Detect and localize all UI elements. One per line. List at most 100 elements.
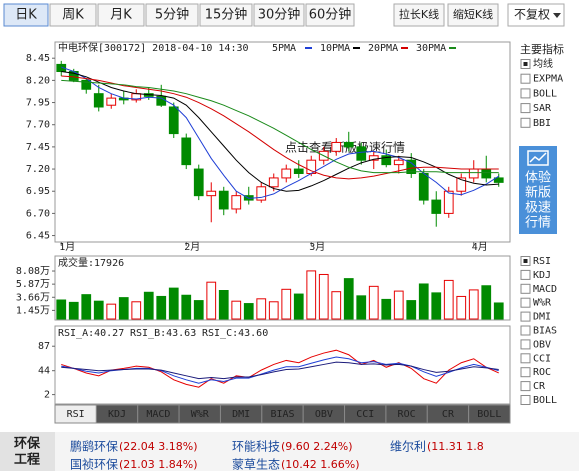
- period-button[interactable]: [305, 3, 355, 27]
- sector-label-bg: [0, 432, 55, 471]
- option-label[interactable]: CCI: [533, 353, 551, 364]
- option-box[interactable]: [520, 73, 531, 84]
- tab-label[interactable]: RSI: [67, 409, 85, 420]
- option-label[interactable]: KDJ: [533, 270, 551, 281]
- option-box[interactable]: [520, 269, 531, 280]
- volume-bar: [318, 273, 329, 320]
- action-button[interactable]: [447, 3, 499, 27]
- indicator-tab[interactable]: [468, 404, 511, 424]
- stock-name[interactable]: 蒙草生态: [232, 458, 280, 471]
- period-label[interactable]: 15分钟: [205, 7, 248, 23]
- action-button[interactable]: [393, 3, 445, 27]
- option-label[interactable]: CR: [533, 381, 546, 392]
- period-label[interactable]: 日K: [15, 8, 37, 23]
- y-tick-label: 7.45: [26, 142, 50, 153]
- period-button[interactable]: [145, 3, 199, 27]
- option-box[interactable]: [520, 367, 531, 378]
- option-box[interactable]: [520, 381, 531, 392]
- promo-text[interactable]: 体验: [525, 170, 551, 186]
- stock-name[interactable]: 国祯环保: [70, 458, 118, 471]
- y-tick-label: 5.87万: [16, 279, 50, 290]
- promo-box[interactable]: [519, 146, 557, 234]
- volume-bar: [56, 299, 67, 320]
- option-box[interactable]: [520, 311, 531, 322]
- option-label[interactable]: W%R: [533, 298, 552, 309]
- option-box[interactable]: [520, 88, 531, 99]
- volume-bar: [306, 270, 317, 320]
- tab-label[interactable]: BIAS: [270, 409, 294, 420]
- tab-label[interactable]: KDJ: [108, 409, 126, 420]
- option-box[interactable]: [520, 395, 531, 405]
- option-label[interactable]: RSI: [533, 256, 551, 267]
- tab-label[interactable]: MACD: [146, 409, 170, 420]
- period-label[interactable]: 月K: [110, 8, 132, 23]
- period-label[interactable]: 5分钟: [155, 7, 189, 23]
- option-label[interactable]: 均线: [533, 57, 553, 70]
- volume-bar: [231, 300, 242, 320]
- option-box[interactable]: [520, 353, 531, 364]
- tab-label[interactable]: ROC: [398, 409, 416, 420]
- option-label[interactable]: SAR: [533, 103, 552, 114]
- tab-label[interactable]: W%R: [191, 409, 210, 420]
- volume-bar: [218, 290, 229, 320]
- adjust-label[interactable]: 不复权: [514, 8, 550, 22]
- tab-label[interactable]: CR: [442, 409, 455, 420]
- period-label[interactable]: 60分钟: [309, 7, 352, 23]
- option-label[interactable]: OBV: [533, 339, 551, 350]
- chart-title: 中电环保[300172] 2018-04-10 14:30: [58, 41, 249, 54]
- stock-name[interactable]: 环能科技: [232, 440, 280, 454]
- promo-icon: [527, 150, 549, 166]
- stock-name[interactable]: 维尔利: [390, 439, 426, 454]
- candle-body: [368, 155, 379, 161]
- period-label[interactable]: 周K: [62, 8, 84, 23]
- option-box[interactable]: [520, 339, 531, 350]
- rsi-line: [61, 361, 499, 380]
- volume-bar: [93, 300, 104, 320]
- promo-text[interactable]: 新版: [525, 185, 551, 201]
- option-label[interactable]: MACD: [533, 284, 557, 295]
- tab-label[interactable]: CCI: [356, 409, 374, 420]
- volume-bar: [256, 298, 267, 320]
- option-label[interactable]: ROC: [533, 367, 551, 378]
- x-tick-label: 2月: [184, 241, 200, 253]
- y-tick-label: 6.45: [26, 231, 50, 242]
- candle-body: [343, 141, 354, 148]
- option-box[interactable]: [520, 297, 531, 308]
- option-label[interactable]: BBI: [533, 118, 551, 129]
- indicator-title: 主要指标: [520, 42, 564, 56]
- option-label[interactable]: EXPMA: [533, 74, 563, 85]
- option-box[interactable]: [520, 103, 531, 114]
- promo-text[interactable]: 行情: [525, 216, 551, 231]
- x-tick-label: 3月: [309, 241, 325, 253]
- adjust-select[interactable]: [507, 3, 565, 27]
- tab-label[interactable]: OBV: [315, 409, 333, 420]
- period-button[interactable]: [199, 3, 253, 27]
- candle-body: [81, 79, 92, 90]
- y-tick-label: 7.70: [26, 120, 50, 131]
- period-button[interactable]: [253, 3, 305, 27]
- option-label[interactable]: BOLL: [533, 88, 557, 99]
- y-tick-label: 8.20: [26, 75, 50, 86]
- option-label[interactable]: BIAS: [533, 326, 557, 337]
- period-label[interactable]: 30分钟: [258, 7, 301, 23]
- action-label[interactable]: 缩短K线: [453, 7, 493, 21]
- option-box[interactable]: [520, 283, 531, 294]
- promo-icon-line: [529, 152, 547, 163]
- action-label[interactable]: 拉长K线: [399, 7, 439, 21]
- y-tick-label: 3.66万: [16, 292, 50, 303]
- stock-name[interactable]: 鹏鹞环保: [70, 439, 118, 454]
- period-button[interactable]: [3, 3, 49, 27]
- period-button[interactable]: [49, 3, 97, 27]
- stock-detail: (10.42 1.66%): [281, 458, 360, 471]
- option-label[interactable]: DMI: [533, 312, 551, 323]
- tab-label[interactable]: BOLL: [477, 409, 501, 420]
- tab-label[interactable]: DMI: [232, 409, 250, 420]
- period-button[interactable]: [97, 3, 145, 27]
- candle-body: [231, 195, 242, 210]
- option-box[interactable]: [520, 325, 531, 336]
- option-box[interactable]: [520, 117, 531, 128]
- promo-text[interactable]: 极速: [525, 201, 551, 216]
- option-label[interactable]: BOLL: [533, 395, 557, 406]
